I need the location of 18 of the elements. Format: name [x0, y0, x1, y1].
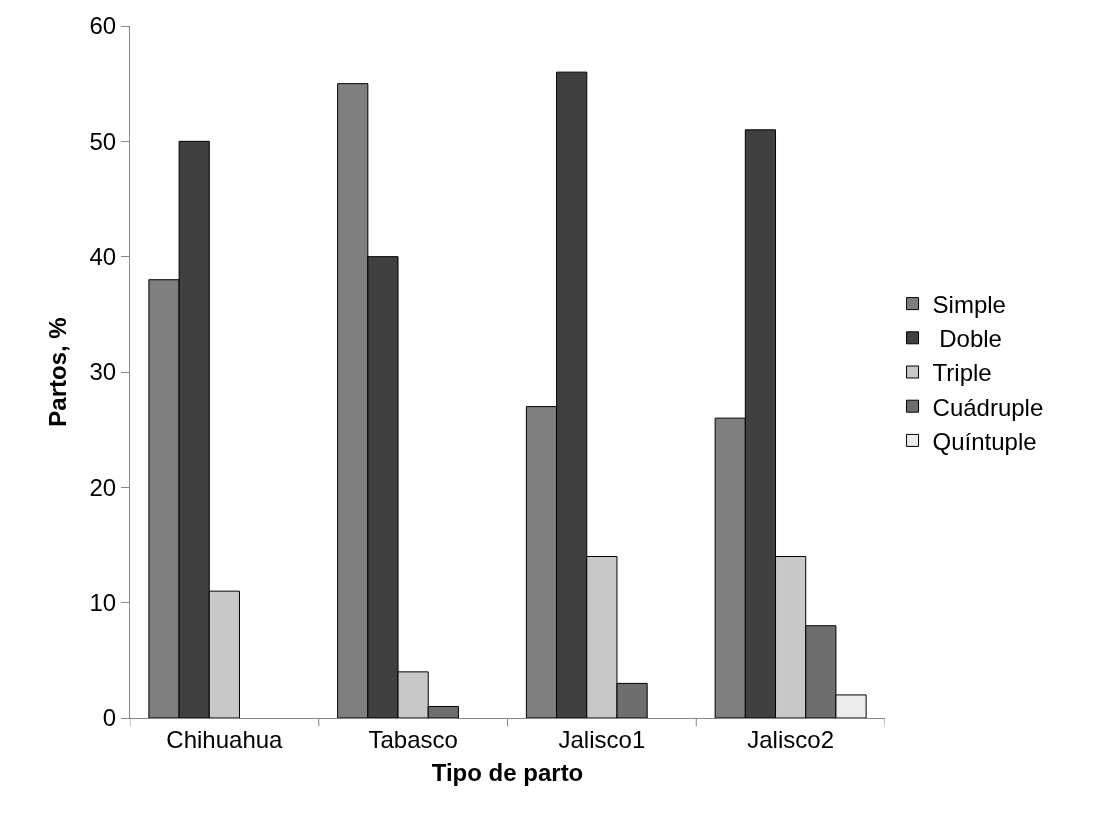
legend-label: Cuádruple: [932, 393, 1044, 421]
legend-label: Quíntuple: [932, 427, 1037, 455]
y-tick-label: 0: [102, 704, 117, 732]
x-axis-title: Tipo de parto: [431, 759, 584, 787]
y-tick-label: 60: [89, 12, 117, 40]
y-axis-title: Partos, %: [43, 317, 71, 427]
x-tick-label: Jalisco1: [558, 725, 646, 753]
x-tick-label: Tabasco: [368, 725, 458, 753]
y-tick-label: 40: [89, 243, 117, 271]
y-tick-label: 10: [89, 589, 117, 617]
x-tick-label: Jalisco2: [747, 725, 834, 753]
y-tick-label: 30: [89, 358, 117, 386]
legend-label: Doble: [932, 325, 1002, 353]
y-tick-label: 50: [89, 127, 117, 155]
y-tick-label: 20: [89, 473, 117, 501]
legend-label: Triple: [932, 359, 992, 387]
legend-label: Simple: [932, 290, 1006, 318]
x-tick-label: Chihuahua: [166, 725, 284, 753]
